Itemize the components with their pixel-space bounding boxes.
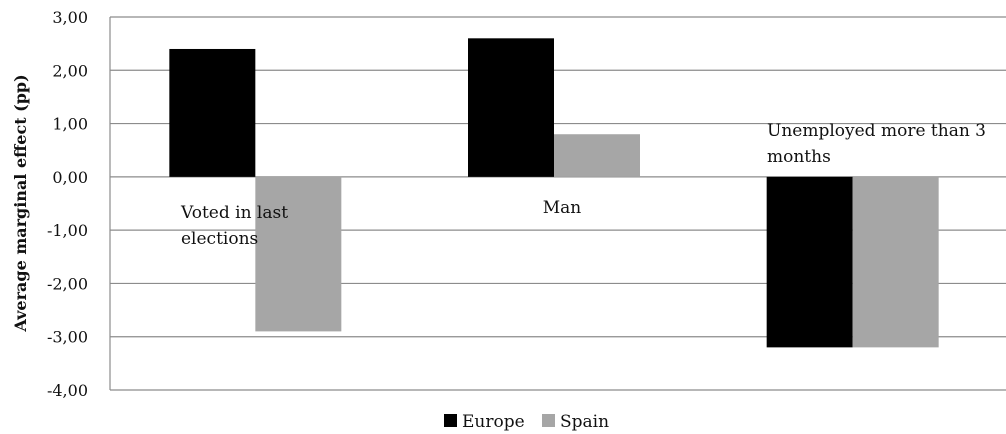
category-label: Man bbox=[543, 198, 582, 218]
y-tick-label: -4,00 bbox=[47, 381, 88, 400]
y-tick-label: -3,00 bbox=[47, 328, 88, 347]
bar-spain-2 bbox=[554, 134, 640, 177]
bars bbox=[169, 38, 939, 348]
category-labels: Voted in last elections Man Unemployed more… bbox=[180, 121, 986, 249]
bar-spain-3 bbox=[852, 176, 939, 348]
category-label-line: months bbox=[767, 147, 831, 167]
bar-europe-1 bbox=[169, 48, 256, 177]
y-tick-label: 0,00 bbox=[52, 168, 88, 187]
category-label-line: elections bbox=[181, 229, 258, 249]
legend-label-europe: Europe bbox=[462, 412, 525, 432]
category-label: Unemployed more than 3 months bbox=[767, 121, 986, 167]
category-label: Voted in last elections bbox=[180, 203, 288, 249]
y-tick-label: -2,00 bbox=[47, 274, 88, 293]
legend-label-spain: Spain bbox=[560, 412, 609, 432]
legend-swatch-spain bbox=[542, 414, 555, 427]
y-tick-label: -1,00 bbox=[47, 221, 88, 240]
category-label-line: Man bbox=[543, 198, 582, 218]
legend: Europe Spain bbox=[444, 412, 609, 432]
y-axis-tick-labels: 3,00 2,00 1,00 0,00 -1,00 -2,00 -3,00 -4,00 bbox=[47, 8, 88, 400]
y-tick-label: 2,00 bbox=[52, 61, 88, 80]
bar-europe-3 bbox=[766, 176, 853, 348]
category-label-line: Unemployed more than 3 bbox=[767, 121, 986, 141]
bar-europe-2 bbox=[468, 38, 554, 177]
bar-spain-1 bbox=[255, 176, 342, 332]
y-tick-label: 1,00 bbox=[52, 115, 88, 134]
category-label-line: Voted in last bbox=[180, 203, 288, 223]
y-axis-title: Average marginal effect (pp) bbox=[11, 74, 30, 332]
legend-swatch-europe bbox=[444, 414, 457, 427]
y-tick-label: 3,00 bbox=[52, 8, 88, 27]
